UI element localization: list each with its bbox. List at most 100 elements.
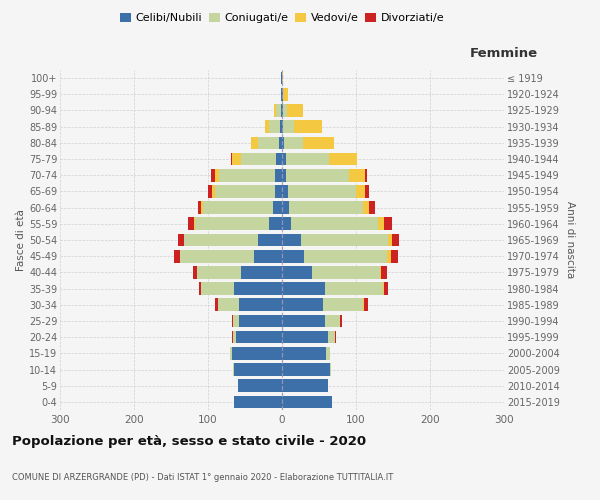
Bar (384, 218, 392, 230)
Bar (282, 234, 301, 246)
Bar (282, 72, 283, 85)
Bar (236, 331, 282, 344)
Bar (282, 314, 325, 328)
Bar (282, 396, 332, 408)
Bar (326, 347, 330, 360)
Bar (234, 363, 282, 376)
Bar (289, 202, 364, 214)
Bar (325, 314, 340, 328)
Bar (291, 218, 378, 230)
Bar (392, 234, 399, 246)
Bar (282, 298, 323, 311)
Bar (364, 298, 368, 311)
Bar (301, 234, 388, 246)
Bar (202, 202, 203, 214)
Bar (328, 331, 335, 344)
Bar (279, 136, 282, 149)
Bar (274, 104, 276, 117)
Bar (304, 250, 387, 262)
Bar (287, 104, 304, 117)
Bar (349, 169, 365, 181)
Bar (281, 88, 282, 101)
Bar (238, 380, 282, 392)
Bar (232, 152, 241, 166)
Bar (265, 120, 269, 133)
Bar (219, 169, 275, 181)
Bar (275, 185, 282, 198)
Bar (282, 136, 284, 149)
Bar (178, 234, 184, 246)
Text: Popolazione per età, sesso e stato civile - 2020: Popolazione per età, sesso e stato civil… (12, 435, 366, 448)
Bar (174, 250, 180, 262)
Bar (391, 250, 398, 262)
Bar (282, 380, 328, 392)
Bar (283, 104, 287, 117)
Bar (203, 202, 273, 214)
Bar (286, 152, 329, 166)
Bar (356, 185, 365, 198)
Bar (365, 185, 368, 198)
Bar (234, 396, 282, 408)
Bar (284, 136, 303, 149)
Bar (330, 363, 331, 376)
Bar (283, 88, 288, 101)
Bar (282, 88, 283, 101)
Bar (241, 152, 276, 166)
Bar (281, 72, 282, 85)
Bar (194, 218, 269, 230)
Bar (282, 152, 286, 166)
Bar (180, 250, 254, 262)
Bar (365, 169, 367, 181)
Bar (233, 331, 236, 344)
Bar (282, 250, 304, 262)
Bar (259, 136, 279, 149)
Bar (280, 120, 282, 133)
Bar (383, 282, 384, 295)
Bar (288, 185, 356, 198)
Bar (269, 120, 280, 133)
Bar (282, 266, 311, 278)
Bar (215, 169, 219, 181)
Bar (303, 136, 334, 149)
Bar (281, 104, 282, 117)
Bar (286, 169, 349, 181)
Y-axis label: Fasce di età: Fasce di età (16, 209, 26, 271)
Bar (282, 169, 286, 181)
Bar (340, 314, 342, 328)
Bar (282, 331, 328, 344)
Bar (387, 250, 391, 262)
Bar (215, 298, 218, 311)
Bar (239, 314, 282, 328)
Bar (193, 266, 197, 278)
Bar (231, 152, 232, 166)
Bar (294, 120, 322, 133)
Bar (282, 120, 283, 133)
Bar (212, 185, 215, 198)
Bar (364, 202, 370, 214)
Bar (230, 347, 232, 360)
Y-axis label: Anni di nascita: Anni di nascita (565, 202, 575, 278)
Bar (200, 282, 234, 295)
Bar (259, 234, 282, 246)
Bar (335, 331, 336, 344)
Bar (233, 314, 239, 328)
Bar (282, 185, 288, 198)
Text: Femmine: Femmine (470, 47, 538, 60)
Bar (380, 266, 381, 278)
Bar (199, 282, 200, 295)
Bar (254, 250, 282, 262)
Bar (215, 185, 275, 198)
Bar (233, 363, 234, 376)
Bar (282, 104, 283, 117)
Bar (282, 218, 291, 230)
Bar (208, 185, 212, 198)
Bar (381, 266, 387, 278)
Bar (232, 314, 233, 328)
Bar (275, 169, 282, 181)
Bar (282, 202, 289, 214)
Bar (232, 331, 233, 344)
Bar (197, 202, 202, 214)
Bar (311, 266, 380, 278)
Bar (239, 298, 282, 311)
Bar (276, 104, 281, 117)
